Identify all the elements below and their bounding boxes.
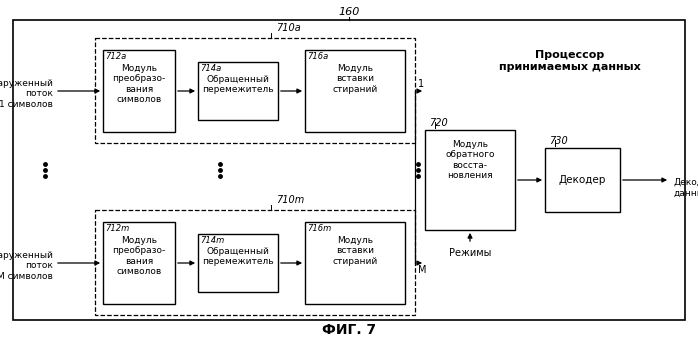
Text: 716a: 716a	[307, 52, 328, 61]
Text: Обнаруженный
поток
1 символов: Обнаруженный поток 1 символов	[0, 79, 53, 109]
Text: 160: 160	[339, 7, 359, 17]
Text: Процессор
принимаемых данных: Процессор принимаемых данных	[499, 50, 641, 72]
Text: 712a: 712a	[105, 52, 126, 61]
Text: 730: 730	[549, 136, 567, 146]
Text: ФИГ. 7: ФИГ. 7	[322, 323, 376, 337]
Text: 716m: 716m	[307, 224, 332, 233]
Bar	[198, 62, 278, 120]
Bar	[305, 222, 405, 304]
Text: Модуль
вставки
стираний: Модуль вставки стираний	[332, 236, 378, 266]
Bar	[103, 50, 175, 132]
Bar	[545, 148, 620, 212]
Text: 1: 1	[418, 79, 424, 89]
Text: Режимы: Режимы	[449, 248, 491, 258]
Text: Модуль
преобразо-
вания
символов: Модуль преобразо- вания символов	[112, 236, 165, 276]
Text: Модуль
преобразо-
вания
символов: Модуль преобразо- вания символов	[112, 64, 165, 104]
Bar	[95, 38, 415, 143]
Text: Обращенный
перемежитель: Обращенный перемежитель	[202, 75, 274, 95]
Text: Модуль
обратного
восста-
новления: Модуль обратного восста- новления	[445, 140, 495, 180]
Bar	[305, 50, 405, 132]
Text: Декодер: Декодер	[559, 175, 606, 185]
Bar	[95, 210, 415, 315]
Bar	[425, 130, 515, 230]
Text: 710a: 710a	[276, 23, 301, 33]
Text: Обращенный
перемежитель: Обращенный перемежитель	[202, 247, 274, 266]
Bar	[13, 20, 685, 320]
Text: 720: 720	[429, 118, 447, 128]
Text: 710m: 710m	[276, 195, 304, 205]
Text: Обнаруженный
поток
М символов: Обнаруженный поток М символов	[0, 251, 53, 281]
Text: 714m: 714m	[200, 236, 224, 245]
Bar	[198, 234, 278, 292]
Text: 714a: 714a	[200, 64, 221, 73]
Text: Модуль
вставки
стираний: Модуль вставки стираний	[332, 64, 378, 94]
Text: Декодированные
данные: Декодированные данные	[673, 178, 698, 197]
Bar	[103, 222, 175, 304]
Text: M: M	[418, 265, 426, 275]
Text: 712m: 712m	[105, 224, 129, 233]
